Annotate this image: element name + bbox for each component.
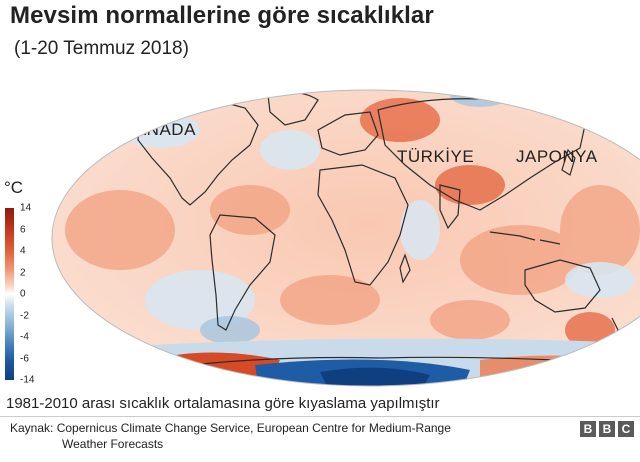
label-turkey: TÜRKİYE (397, 147, 474, 166)
color-scale-bar (5, 208, 14, 380)
tick-label: 14 (20, 202, 32, 214)
tick-label: 4 (20, 245, 26, 257)
tick-label: -14 (20, 374, 35, 386)
label-japan: JAPONYA (516, 147, 598, 166)
source-line-2: Weather Forecasts (62, 437, 164, 451)
chart-title: Mevsim normallerine göre sıcaklıklar (10, 2, 434, 29)
tick-label: -4 (20, 331, 29, 343)
tick-label: -2 (20, 310, 29, 321)
tick-label: 6 (20, 224, 26, 235)
bbc-logo-letter: B (599, 421, 615, 437)
tick-label: 0 (20, 288, 26, 300)
bbc-logo-letter: C (618, 421, 634, 437)
footer-divider (0, 416, 640, 417)
tick-label: 2 (20, 267, 26, 278)
tick-label: -6 (20, 353, 29, 364)
label-canada: KANADA (123, 120, 196, 139)
bbc-logo-letter: B (580, 421, 596, 437)
bbc-logo: B B C (580, 421, 634, 437)
chart-subtitle: (1-20 Temmuz 2018) (14, 38, 189, 59)
source-credit: Kaynak: Copernicus Climate Change Servic… (10, 420, 530, 452)
baseline-note: 1981-2010 arası sıcaklık ortalamasına gö… (6, 395, 440, 412)
source-line-1: Kaynak: Copernicus Climate Change Servic… (10, 421, 451, 435)
color-scale-ticks: 14 6 4 2 0 -2 -4 -6 -14 (20, 203, 50, 386)
legend-unit: °C (4, 178, 24, 197)
